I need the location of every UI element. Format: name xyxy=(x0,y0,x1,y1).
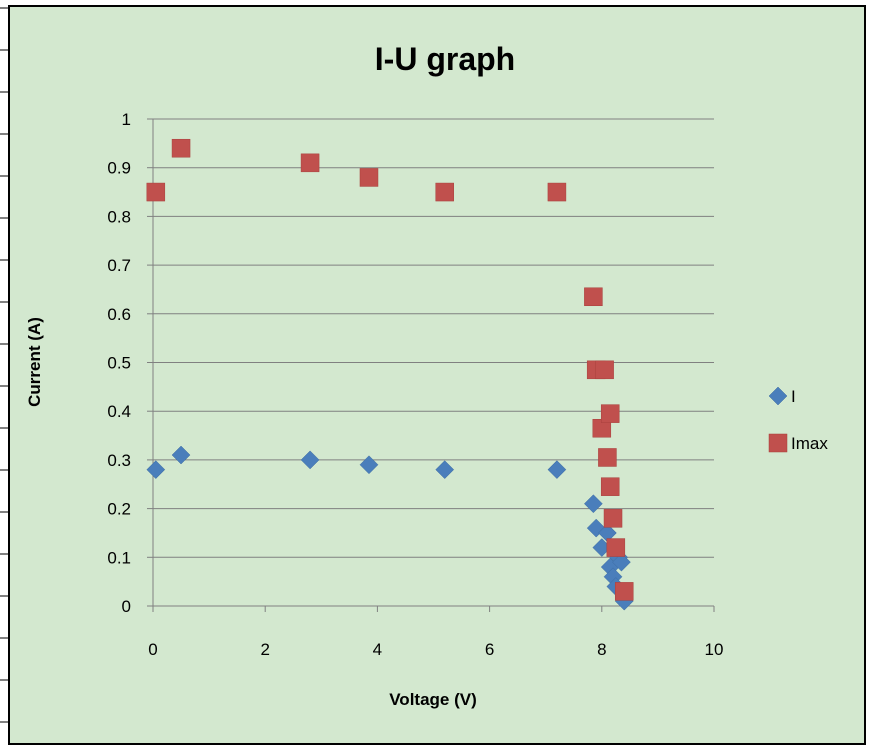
data-point-imax xyxy=(435,182,454,202)
data-point-i xyxy=(359,455,379,475)
y-tick-label: 0.2 xyxy=(107,500,131,519)
x-tick-labels: 0 2 4 6 8 10 xyxy=(148,640,723,659)
chart-title: I-U graph xyxy=(375,41,515,77)
x-tick-label: 2 xyxy=(260,640,269,659)
x-axis-title: Voltage (V) xyxy=(389,690,477,709)
data-point-i xyxy=(584,494,603,514)
data-point-i xyxy=(612,552,631,572)
legend-marker-i xyxy=(768,386,788,406)
y-tick-label: 0.1 xyxy=(107,548,131,567)
x-tick-label: 6 xyxy=(485,640,494,659)
y-tick-label: 0.7 xyxy=(107,256,131,275)
y-axis-title: Current (A) xyxy=(25,317,44,407)
data-point-imax xyxy=(600,404,620,423)
y-tick-label: 0.3 xyxy=(107,451,131,470)
gridlines xyxy=(147,118,714,607)
data-points xyxy=(146,138,634,611)
data-point-imax xyxy=(359,168,379,187)
legend-label-i: I xyxy=(791,387,796,406)
y-tick-label: 0.4 xyxy=(107,402,131,421)
y-tick-label: 0.6 xyxy=(107,305,131,324)
data-point-imax xyxy=(146,182,166,202)
data-point-i xyxy=(300,450,320,470)
y-tick-label: 0.9 xyxy=(107,159,131,178)
data-point-i xyxy=(435,460,455,479)
data-point-imax xyxy=(300,153,320,173)
data-point-imax xyxy=(595,360,614,380)
y-tick-label: 0 xyxy=(122,597,131,616)
x-tick-label: 10 xyxy=(705,640,724,659)
x-tick-label: 4 xyxy=(373,640,382,659)
chart-area-background xyxy=(8,5,866,745)
data-point-imax xyxy=(606,538,626,557)
y-tick-labels: 0 0.1 0.2 0.3 0.4 0.5 0.6 0.7 0.8 0.9 1 xyxy=(107,110,131,616)
data-point-imax xyxy=(603,509,623,528)
data-point-imax xyxy=(600,477,620,496)
legend-marker-imax xyxy=(768,433,788,453)
data-point-imax xyxy=(547,182,567,202)
legend: I Imax xyxy=(768,386,828,453)
y-tick-label: 0.8 xyxy=(107,207,131,226)
data-point-imax xyxy=(614,582,634,601)
legend-label-imax: Imax xyxy=(791,434,828,453)
y-tick-label: 0.5 xyxy=(107,354,131,373)
x-tick-label: 8 xyxy=(597,640,606,659)
x-tick-label: 0 xyxy=(148,640,157,659)
y-tick-label: 1 xyxy=(122,110,131,129)
data-point-imax xyxy=(598,448,617,467)
data-point-imax xyxy=(171,138,191,158)
data-point-i xyxy=(171,445,191,465)
data-point-i xyxy=(547,460,567,479)
data-point-i xyxy=(146,460,166,479)
data-point-imax xyxy=(584,287,603,307)
